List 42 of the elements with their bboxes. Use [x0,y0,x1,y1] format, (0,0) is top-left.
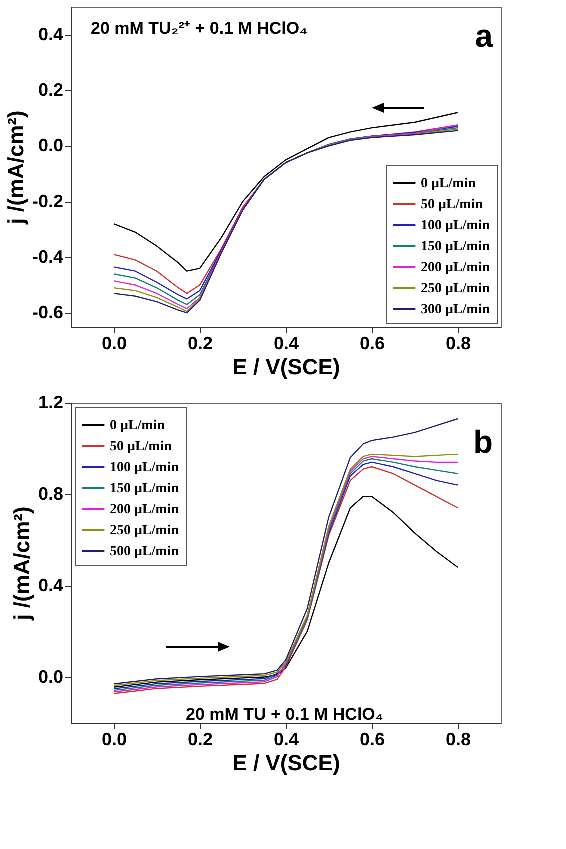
y-tick-label: 0.8 [38,484,64,504]
x-axis-title: E / V(SCE) [232,750,340,776]
legend-label: 200 μL/min [110,502,180,518]
annotation: a [475,18,494,54]
legend-label: 50 μL/min [110,440,172,454]
x-tick-label: 0.4 [274,730,300,750]
legend-label: 250 μL/min [421,282,490,296]
legend-label: 300 μL/min [421,302,490,318]
annotation: b [473,424,493,460]
y-tick-label: 0.4 [38,575,64,596]
x-tick-label: 0.0 [102,334,128,354]
legend-label: 150 μL/min [421,240,490,254]
legend-label: 0 μL/min [421,176,476,192]
legend-label: 200 μL/min [421,260,490,276]
annotation: 20 mM TU₂²⁺ + 0.1 M HClO₄ [91,19,308,38]
legend-label: 0 μL/min [110,418,166,434]
legend-label: 50 μL/min [421,198,484,212]
x-tick-label: 0.8 [446,334,472,354]
y-axis-title: j /(mA/cm²) [3,110,28,226]
x-axis-title: E / V(SCE) [232,354,340,380]
legend-label: 150 μL/min [110,482,180,496]
legend-label: 250 μL/min [110,524,180,538]
x-tick-label: 0.6 [360,730,386,750]
annotation: 20 mM TU + 0.1 M HClO₄ [186,705,384,724]
y-axis-title: j /(mA/cm²) [9,506,34,622]
legend-label: 100 μL/min [110,460,180,476]
x-tick-label: 0.0 [102,730,128,750]
y-tick-label: -0.2 [32,191,64,212]
legend-label: 500 μL/min [110,544,180,560]
x-tick-label: 0.2 [188,334,214,354]
y-tick-label: 0.0 [38,666,64,687]
y-tick-label: 0.0 [38,136,64,156]
x-tick-label: 0.4 [274,334,300,354]
y-tick-label: -0.4 [32,246,64,267]
y-tick-label: 0.4 [38,24,64,44]
y-tick-label: 1.2 [38,392,64,412]
x-tick-label: 0.8 [446,730,472,750]
x-tick-label: 0.2 [188,730,214,750]
y-tick-label: 0.2 [38,80,64,100]
legend-label: 100 μL/min [421,218,490,234]
y-tick-label: -0.6 [32,302,64,323]
x-tick-label: 0.6 [360,334,386,354]
